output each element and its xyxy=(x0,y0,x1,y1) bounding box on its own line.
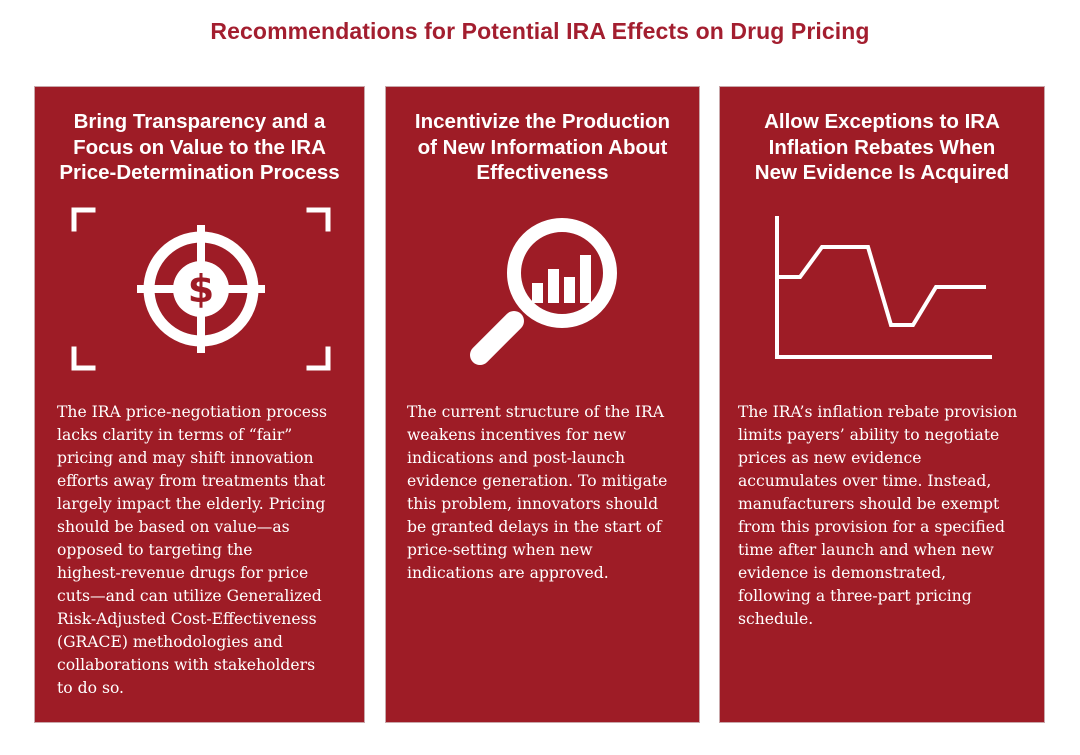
card-heading-line: Allow Exceptions to IRA xyxy=(764,110,1000,133)
line-chart-icon xyxy=(775,216,992,359)
card-body-line: (GRACE) methodologies and xyxy=(57,633,283,651)
card-body-line: limits payers’ ability to negotiate xyxy=(738,426,1000,444)
card-heading-line: Bring Transparency and a xyxy=(73,110,326,133)
card-heading-line: Inflation Rebates When xyxy=(768,135,996,159)
card-body-line: accumulates over time. Instead, xyxy=(738,472,992,490)
card-body-line: efforts away from treatments that xyxy=(57,472,326,490)
card-body-line: from this provision for a specified xyxy=(738,518,1005,536)
card-body-line: The IRA price-negotiation process xyxy=(57,403,328,421)
magnifying-glass-chart-icon xyxy=(470,218,617,365)
page-title: Recommendations for Potential IRA Effect… xyxy=(210,18,870,44)
card-body-line: evidence is demonstrated, xyxy=(738,564,947,582)
dollar-target-icon: $ xyxy=(71,207,331,371)
card-body-line: weakens incentives for new xyxy=(407,426,627,444)
card-body-line: schedule. xyxy=(738,610,814,628)
card-heading: Bring Transparency and a Focus on Value … xyxy=(35,109,364,186)
card-body: The IRA’s inflation rebate provision lim… xyxy=(738,401,1017,631)
card-body-line: should be based on value—as xyxy=(57,518,290,536)
recommendation-card-rebates: Allow Exceptions to IRA Inflation Rebate… xyxy=(719,86,1045,723)
card-heading-line: Effectiveness xyxy=(476,161,609,184)
card-body-line: opposed to targeting the xyxy=(57,541,253,559)
card-body-line: indications and post-launch xyxy=(407,449,626,467)
card-body-line: to do so. xyxy=(57,679,125,697)
card-body-line: largely impact the elderly. Pricing xyxy=(57,495,326,513)
card-body-line: The IRA’s inflation rebate provision xyxy=(738,403,1018,421)
card-heading: Incentivize the Production of New Inform… xyxy=(386,109,699,186)
card-body-line: The current structure of the IRA xyxy=(407,403,665,421)
card-heading-line: of New Information About xyxy=(417,135,668,159)
card-heading-line: New Evidence Is Acquired xyxy=(754,161,1010,184)
card-body: The IRA price-negotiation process lacks … xyxy=(57,401,327,700)
card-body-line: Risk-Adjusted Cost-Effectiveness xyxy=(57,610,317,628)
card-body-line: collaborations with stakeholders xyxy=(57,656,316,674)
card-body-line: highest-revenue drugs for price xyxy=(57,564,309,582)
card-body-line: manufacturers should be exempt xyxy=(738,495,1000,513)
card-body-line: lacks clarity in terms of “fair” xyxy=(57,426,293,444)
recommendation-card-transparency: Bring Transparency and a Focus on Value … xyxy=(34,86,365,723)
card-body-line: following a three-part pricing xyxy=(738,587,972,605)
card-body-line: this problem, innovators should xyxy=(407,495,659,513)
recommendation-card-information: Incentivize the Production of New Inform… xyxy=(385,86,700,723)
svg-text:$: $ xyxy=(188,267,214,311)
card-heading-line: Price-Determination Process xyxy=(59,161,340,184)
card-body-line: price-setting when new xyxy=(407,541,593,559)
card-heading: Allow Exceptions to IRA Inflation Rebate… xyxy=(720,109,1044,186)
card-body-line: evidence generation. To mitigate xyxy=(407,472,668,490)
card-body: The current structure of the IRA weakens… xyxy=(407,401,667,585)
card-body-line: pricing and may shift innovation xyxy=(57,449,314,467)
card-body-line: be granted delays in the start of xyxy=(407,518,662,536)
card-body-line: cuts—and can utilize Generalized xyxy=(57,587,322,605)
card-heading-line: Focus on Value to the IRA xyxy=(73,135,326,159)
card-body-line: indications are approved. xyxy=(407,564,609,582)
card-body-line: prices as new evidence xyxy=(738,449,922,467)
card-body-line: time after launch and when new xyxy=(738,541,994,559)
card-heading-line: Incentivize the Production xyxy=(414,110,671,133)
